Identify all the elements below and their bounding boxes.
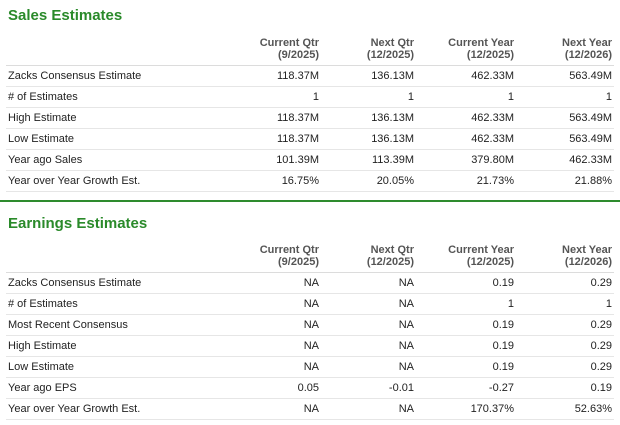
- table-row: Low Estimate 118.37M 136.13M 462.33M 563.49M: [6, 128, 614, 150]
- row-label: High Estimate: [6, 107, 221, 129]
- value-cell: 1: [321, 86, 416, 108]
- value-cell: NA: [321, 272, 416, 294]
- table-header-row: Current Qtr (9/2025) Next Qtr (12/2025) Cu…: [6, 241, 614, 273]
- row-label: Year ago Sales: [6, 149, 221, 171]
- value-cell: 462.33M: [416, 128, 516, 150]
- value-cell: 101.39M: [221, 149, 321, 171]
- table-row: Zacks Consensus Estimate NA NA 0.19 0.29: [6, 272, 614, 294]
- value-cell: 462.33M: [416, 107, 516, 129]
- value-cell: 113.39M: [321, 149, 416, 171]
- value-cell: NA: [221, 314, 321, 336]
- value-cell: 1: [516, 86, 614, 108]
- table-row: High Estimate NA NA 0.19 0.29: [6, 335, 614, 357]
- header-next-qtr: Next Qtr (12/2025): [321, 241, 416, 273]
- row-label: # of Estimates: [6, 293, 221, 315]
- value-cell: 20.05%: [321, 170, 416, 192]
- value-cell: 1: [416, 293, 516, 315]
- header-current-qtr: Current Qtr (9/2025): [221, 241, 321, 273]
- header-next-qtr: Next Qtr (12/2025): [321, 34, 416, 66]
- value-cell: 118.37M: [221, 65, 321, 87]
- value-cell: 0.19: [416, 314, 516, 336]
- earnings-estimates-title: Earnings Estimates: [8, 215, 148, 232]
- sales-estimates-table: Current Qtr (9/2025) Next Qtr (12/2025) Cu…: [6, 34, 614, 192]
- table-row: Year ago EPS 0.05 -0.01 -0.27 0.19: [6, 377, 614, 399]
- value-cell: NA: [221, 335, 321, 357]
- table-row: # of Estimates 1 1 1 1: [6, 86, 614, 108]
- row-label: # of Estimates: [6, 86, 221, 108]
- value-cell: 563.49M: [516, 128, 614, 150]
- table-row: Most Recent Consensus NA NA 0.19 0.29: [6, 314, 614, 336]
- value-cell: NA: [321, 356, 416, 378]
- value-cell: 0.29: [516, 314, 614, 336]
- value-cell: 0.29: [516, 335, 614, 357]
- value-cell: 0.19: [516, 377, 614, 399]
- value-cell: -0.01: [321, 377, 416, 399]
- header-current-year: Current Year (12/2025): [416, 34, 516, 66]
- row-label: Zacks Consensus Estimate: [6, 272, 221, 294]
- value-cell: NA: [221, 272, 321, 294]
- value-cell: 1: [516, 293, 614, 315]
- value-cell: NA: [321, 335, 416, 357]
- earnings-estimates-section: Earnings Estimates Current Qtr (9/2025) N…: [0, 200, 620, 420]
- value-cell: 170.37%: [416, 398, 516, 420]
- value-cell: 16.75%: [221, 170, 321, 192]
- value-cell: 1: [416, 86, 516, 108]
- table-row: Zacks Consensus Estimate 118.37M 136.13M 46…: [6, 65, 614, 87]
- value-cell: 118.37M: [221, 107, 321, 129]
- value-cell: 0.19: [416, 356, 516, 378]
- value-cell: 0.19: [416, 272, 516, 294]
- value-cell: NA: [221, 398, 321, 420]
- value-cell: 118.37M: [221, 128, 321, 150]
- value-cell: 563.49M: [516, 65, 614, 87]
- row-label: Year over Year Growth Est.: [6, 170, 221, 192]
- header-next-year: Next Year (12/2026): [516, 241, 614, 273]
- value-cell: 0.29: [516, 356, 614, 378]
- header-current-qtr: Current Qtr (9/2025): [221, 34, 321, 66]
- value-cell: -0.27: [416, 377, 516, 399]
- row-label: Low Estimate: [6, 356, 221, 378]
- value-cell: 563.49M: [516, 107, 614, 129]
- row-label: Most Recent Consensus: [6, 314, 221, 336]
- table-row: # of Estimates NA NA 1 1: [6, 293, 614, 315]
- value-cell: 136.13M: [321, 107, 416, 129]
- sales-estimates-title: Sales Estimates: [8, 7, 123, 24]
- value-cell: 0.29: [516, 272, 614, 294]
- table-row: Year ago Sales 101.39M 113.39M 379.80M 462.3…: [6, 149, 614, 171]
- value-cell: NA: [321, 398, 416, 420]
- value-cell: 1: [221, 86, 321, 108]
- value-cell: NA: [321, 314, 416, 336]
- table-row: Low Estimate NA NA 0.19 0.29: [6, 356, 614, 378]
- header-next-year: Next Year (12/2026): [516, 34, 614, 66]
- table-header-row: Current Qtr (9/2025) Next Qtr (12/2025) Cu…: [6, 34, 614, 66]
- row-label: Zacks Consensus Estimate: [6, 65, 221, 87]
- row-label: Year ago EPS: [6, 377, 221, 399]
- row-label: Year over Year Growth Est.: [6, 398, 221, 420]
- row-label: Low Estimate: [6, 128, 221, 150]
- value-cell: NA: [221, 356, 321, 378]
- value-cell: 21.88%: [516, 170, 614, 192]
- value-cell: 0.05: [221, 377, 321, 399]
- table-row: Year over Year Growth Est. 16.75% 20.05% 21…: [6, 170, 614, 192]
- header-label-cell: [6, 34, 221, 66]
- value-cell: 136.13M: [321, 128, 416, 150]
- value-cell: 0.19: [416, 335, 516, 357]
- value-cell: 462.33M: [516, 149, 614, 171]
- table-row: Year over Year Growth Est. NA NA 170.37% 52.…: [6, 398, 614, 420]
- value-cell: NA: [221, 293, 321, 315]
- table-row: High Estimate 118.37M 136.13M 462.33M 563.49…: [6, 107, 614, 129]
- value-cell: NA: [321, 293, 416, 315]
- row-label: High Estimate: [6, 335, 221, 357]
- value-cell: 21.73%: [416, 170, 516, 192]
- header-label-cell: [6, 241, 221, 273]
- value-cell: 52.63%: [516, 398, 614, 420]
- value-cell: 136.13M: [321, 65, 416, 87]
- header-current-year: Current Year (12/2025): [416, 241, 516, 273]
- value-cell: 379.80M: [416, 149, 516, 171]
- value-cell: 462.33M: [416, 65, 516, 87]
- earnings-estimates-table: Current Qtr (9/2025) Next Qtr (12/2025) Cu…: [6, 241, 614, 420]
